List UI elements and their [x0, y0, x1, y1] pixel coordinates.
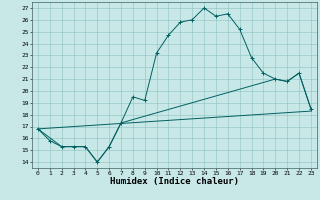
X-axis label: Humidex (Indice chaleur): Humidex (Indice chaleur)	[110, 177, 239, 186]
